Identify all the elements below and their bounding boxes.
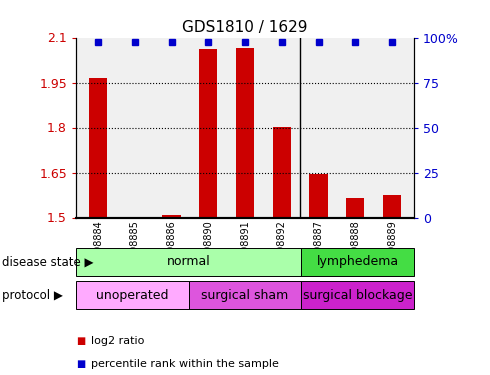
Text: disease state ▶: disease state ▶	[2, 255, 94, 268]
Text: ■: ■	[76, 359, 85, 369]
Text: unoperated: unoperated	[96, 289, 169, 302]
Bar	[89, 78, 107, 218]
Text: lymphedema: lymphedema	[317, 255, 399, 268]
Bar	[236, 48, 254, 217]
Bar	[309, 174, 328, 217]
Text: surgical blockage: surgical blockage	[303, 289, 413, 302]
Text: protocol ▶: protocol ▶	[2, 289, 63, 302]
Text: log2 ratio: log2 ratio	[91, 336, 144, 346]
Title: GDS1810 / 1629: GDS1810 / 1629	[182, 20, 308, 35]
Text: normal: normal	[167, 255, 211, 268]
Text: surgical sham: surgical sham	[201, 289, 289, 302]
Bar	[272, 128, 291, 218]
Bar	[383, 195, 401, 217]
Bar	[199, 50, 218, 217]
Bar	[162, 214, 181, 217]
Text: ■: ■	[76, 336, 85, 346]
Bar	[346, 198, 365, 217]
Text: percentile rank within the sample: percentile rank within the sample	[91, 359, 278, 369]
